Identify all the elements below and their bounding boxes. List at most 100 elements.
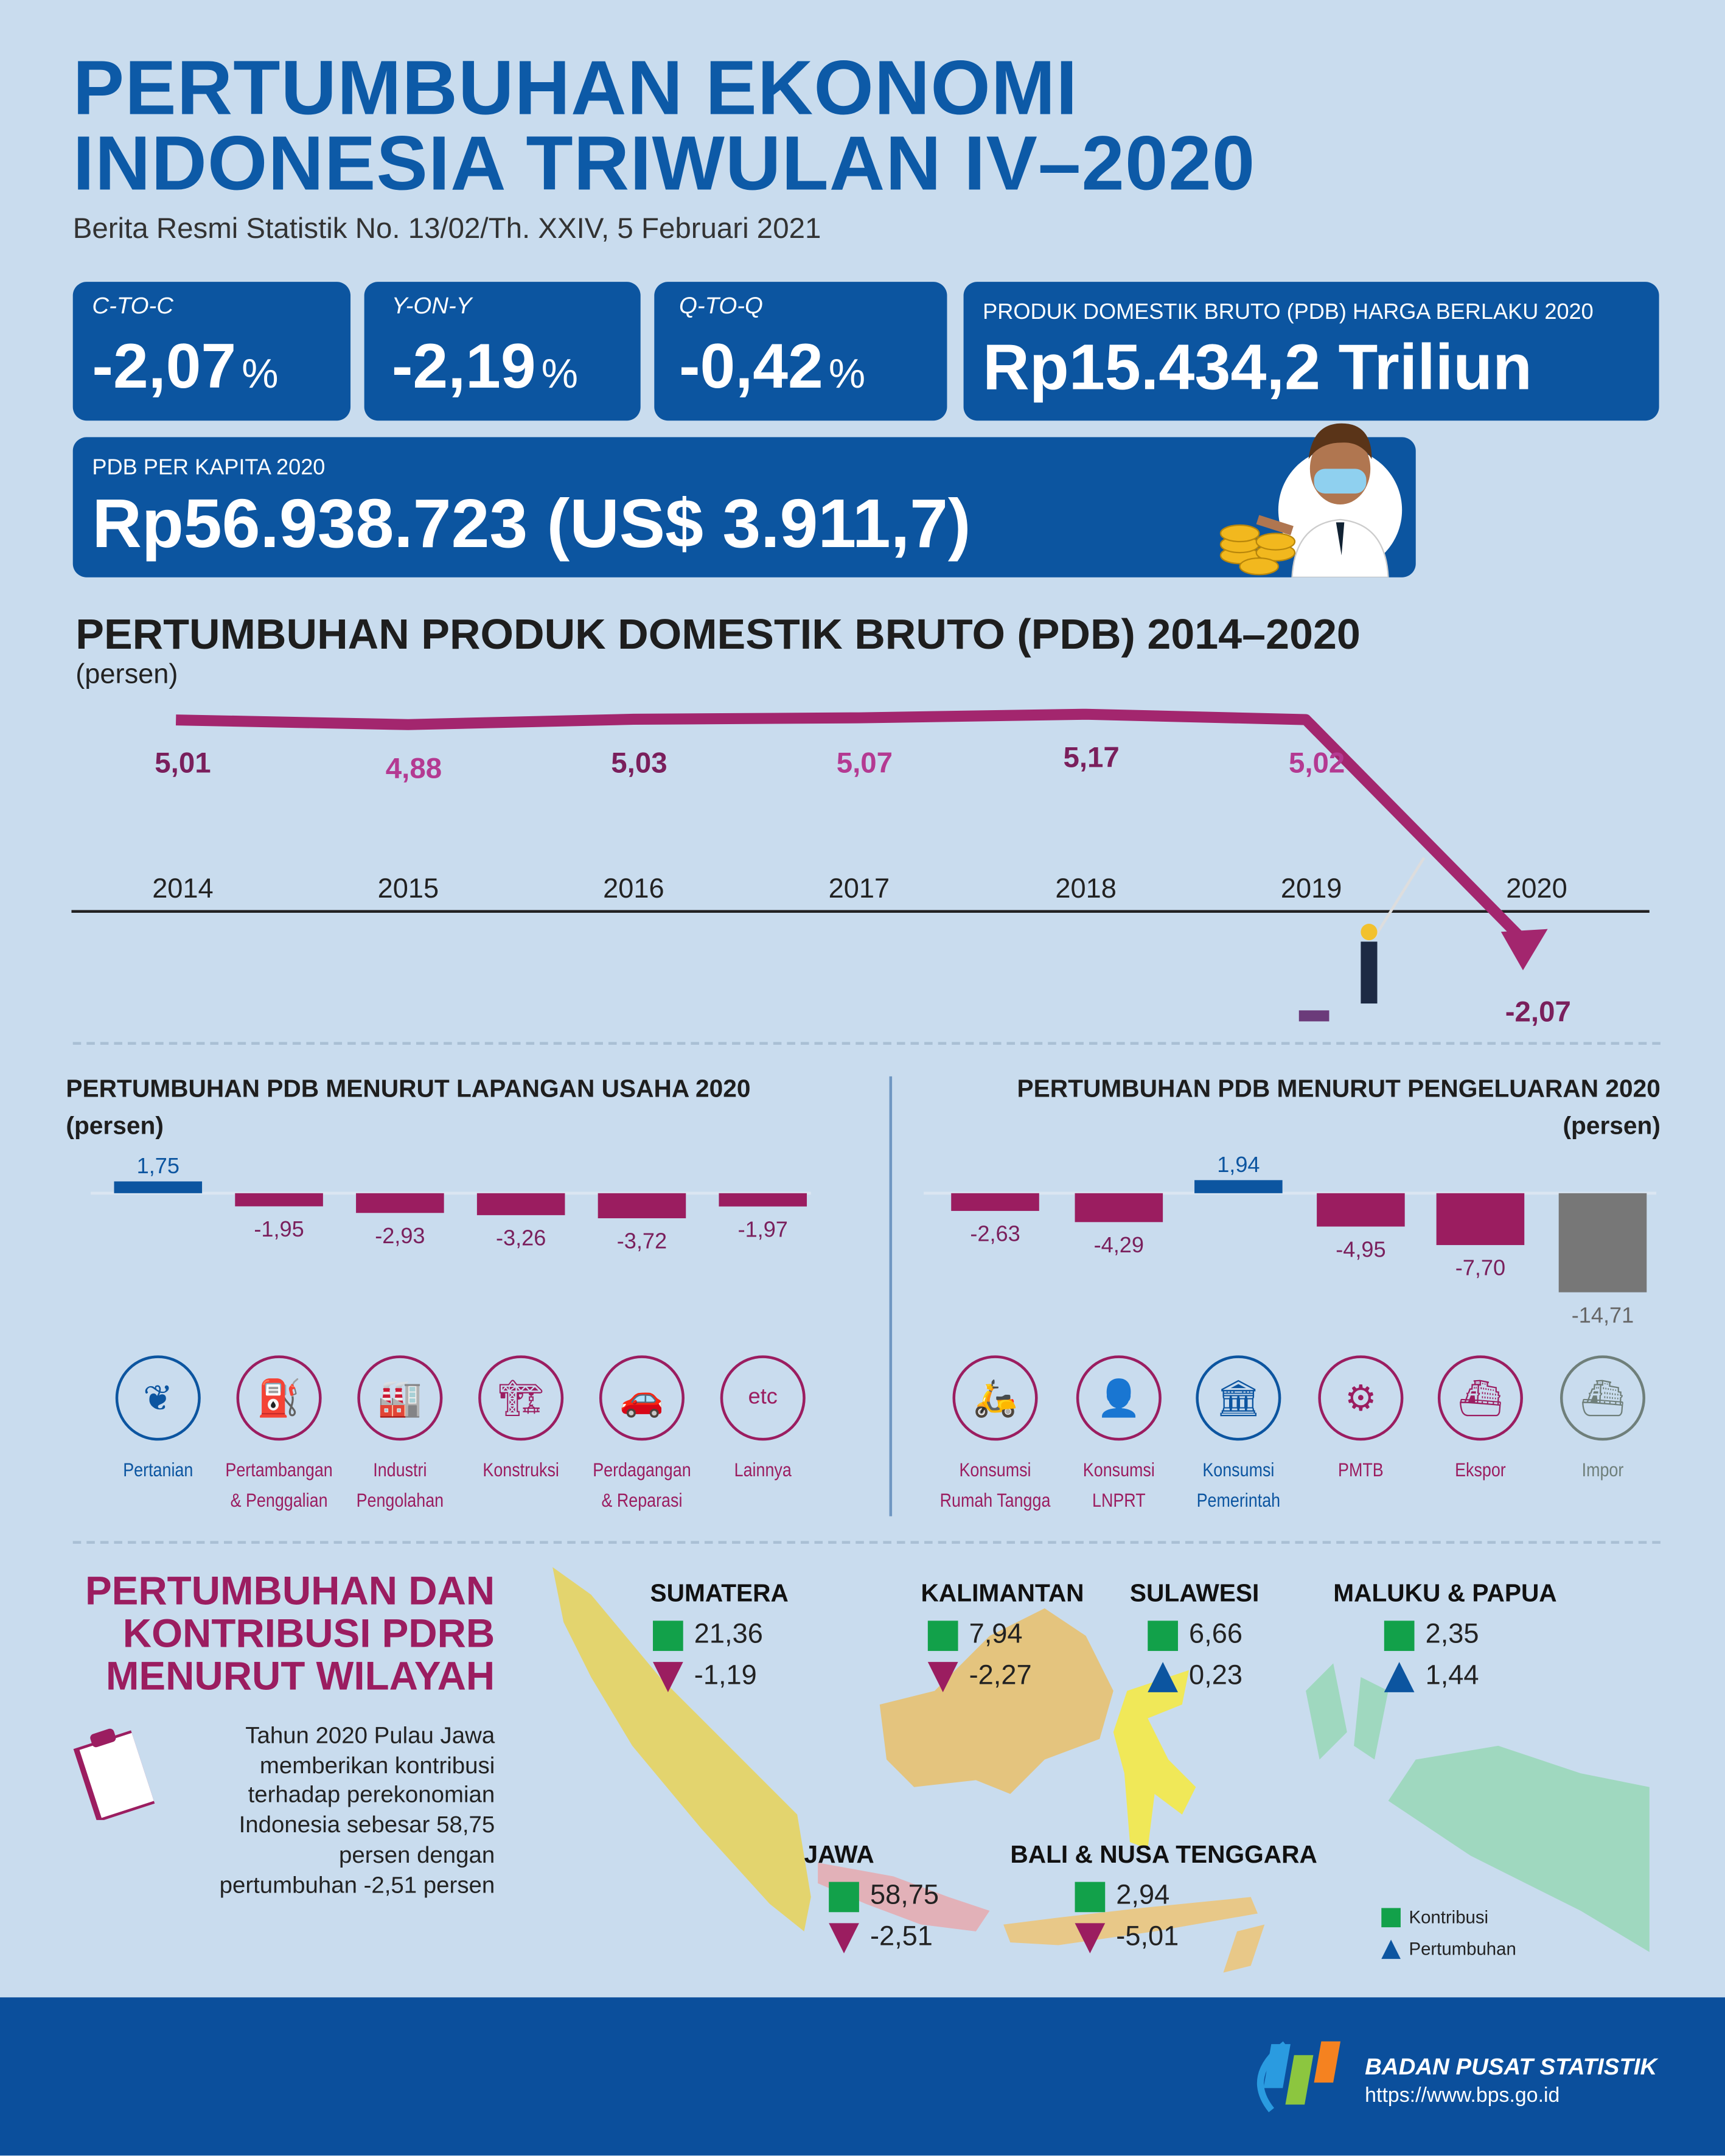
data-label: 5,07 bbox=[837, 747, 893, 780]
bar-pmtb bbox=[1317, 1193, 1405, 1227]
category-label: Pertanian bbox=[123, 1458, 193, 1481]
footer-url[interactable]: https://www.bps.go.id bbox=[1365, 2084, 1560, 2108]
import-ship-icon: ⛴ bbox=[1559, 1355, 1646, 1441]
etc-icon: etc bbox=[720, 1355, 806, 1441]
note-line: terhadap perekonomian bbox=[248, 1782, 495, 1809]
data-label: 5,01 bbox=[155, 747, 211, 780]
stat-number: -2,07 bbox=[92, 330, 237, 402]
kontribusi-value: 2,35 bbox=[1425, 1619, 1479, 1650]
bar-konsumsi-pemerintah bbox=[1194, 1180, 1283, 1193]
bar-industri-pengolahan bbox=[356, 1193, 444, 1213]
region-kontribusi: 2,94 bbox=[1075, 1880, 1170, 1912]
government-building-icon: 🏛 bbox=[1196, 1355, 1281, 1441]
category-label: Konstruksi bbox=[483, 1458, 559, 1481]
kontribusi-value: 58,75 bbox=[869, 1880, 939, 1911]
bar-ekspor bbox=[1436, 1193, 1525, 1246]
stat-label: C-TO-C bbox=[92, 293, 174, 319]
kontribusi-value: 6,66 bbox=[1189, 1619, 1242, 1650]
region-name: BALI & NUSA TENGGARA bbox=[1010, 1840, 1317, 1868]
per-kapita-box: PDB PER KAPITA 2020 Rp56.938.723 (US$ 3.… bbox=[72, 437, 1416, 577]
stat-value: -0,42% bbox=[679, 329, 865, 403]
stat-unit: % bbox=[541, 352, 579, 397]
category-label: Ekspor bbox=[1455, 1458, 1506, 1481]
green-square-icon bbox=[1384, 1620, 1415, 1650]
green-square-icon bbox=[653, 1620, 683, 1650]
legend-pertumbuhan: Pertumbuhan bbox=[1381, 1938, 1516, 1959]
bar-value-label: 1,94 bbox=[1217, 1152, 1260, 1177]
data-label: 5,03 bbox=[611, 747, 667, 780]
data-label: -2,07 bbox=[1505, 996, 1571, 1028]
year-tick-label: 2019 bbox=[1281, 873, 1342, 904]
blue-triangle-icon bbox=[1381, 1939, 1401, 1958]
stat-unit: % bbox=[828, 352, 866, 397]
pertumbuhan-value: -1,19 bbox=[694, 1660, 757, 1691]
region-pertumbuhan: -2,51 bbox=[829, 1922, 933, 1953]
category-label: Perdagangan bbox=[593, 1458, 691, 1481]
bar-value-label: -2,93 bbox=[375, 1223, 425, 1248]
triangle-down-icon bbox=[927, 1661, 958, 1692]
clipboard-icon bbox=[73, 1728, 155, 1820]
stat-q-to-q: Q-TO-Q -0,42% bbox=[654, 282, 947, 421]
bar-impor bbox=[1558, 1193, 1647, 1293]
bar-value-label: -3,26 bbox=[496, 1226, 546, 1251]
regional-title-2: KONTRIBUSI PDRB bbox=[122, 1612, 495, 1657]
map-sumatera bbox=[552, 1567, 811, 1931]
oil-pump-icon: ⛽ bbox=[236, 1355, 322, 1441]
stat-value: -2,19% bbox=[392, 329, 578, 403]
trade-car-icon: 🚗 bbox=[599, 1355, 685, 1441]
footer: BADAN PUSAT STATISTIK https://www.bps.go… bbox=[0, 1997, 1725, 2156]
bar-value-label: -14,71 bbox=[1572, 1302, 1634, 1327]
stat-number: -2,19 bbox=[391, 330, 536, 402]
region-kontribusi: 2,35 bbox=[1384, 1619, 1479, 1651]
pdb-box: PRODUK DOMESTIK BRUTO (PDB) HARGA BERLAK… bbox=[963, 282, 1659, 421]
note-line: Tahun 2020 Pulau Jawa bbox=[245, 1722, 495, 1749]
pertumbuhan-value: 0,23 bbox=[1189, 1660, 1242, 1691]
regional-title-1: PERTUMBUHAN DAN bbox=[85, 1569, 495, 1614]
category-label: Pemerintah bbox=[1196, 1488, 1281, 1511]
triangle-up-icon bbox=[1148, 1661, 1178, 1692]
category-label: PMTB bbox=[1338, 1458, 1384, 1481]
green-square-icon bbox=[829, 1881, 859, 1912]
factory-icon: 🏭 bbox=[357, 1355, 443, 1441]
green-square-icon bbox=[1075, 1881, 1106, 1912]
category-label: Rumah Tangga bbox=[939, 1488, 1051, 1511]
pertumbuhan-value: -2,51 bbox=[869, 1922, 933, 1952]
bar-value-label: -1,97 bbox=[738, 1216, 788, 1241]
region-pertumbuhan: -5,01 bbox=[1075, 1922, 1179, 1953]
note-line: Indonesia sebesar 58,75 bbox=[239, 1812, 495, 1838]
triangle-down-icon bbox=[653, 1661, 683, 1692]
category-label: Konsumsi bbox=[959, 1458, 1031, 1481]
year-tick-label: 2018 bbox=[1055, 873, 1117, 904]
per-kapita-label: PDB PER KAPITA 2020 bbox=[92, 456, 326, 480]
title-line-2: INDONESIA TRIWULAN IV–2020 bbox=[72, 119, 1256, 206]
bps-logo bbox=[1256, 2041, 1341, 2113]
kontribusi-value: 2,94 bbox=[1116, 1880, 1170, 1911]
region-pertumbuhan: -2,27 bbox=[927, 1661, 1032, 1692]
household-icon: 🛵 bbox=[952, 1355, 1038, 1441]
data-label: 5,17 bbox=[1063, 742, 1119, 774]
category-label: Pertambangan bbox=[225, 1458, 333, 1481]
note-line: memberikan kontribusi bbox=[259, 1752, 495, 1779]
pertumbuhan-value: 1,44 bbox=[1425, 1660, 1479, 1691]
worker-illustration bbox=[1298, 857, 1426, 1022]
map-bali-nt bbox=[1003, 1897, 1265, 1973]
triangle-down-icon bbox=[1075, 1922, 1106, 1953]
bar-pertambangan-penggalian bbox=[235, 1193, 323, 1207]
region-name: JAWA bbox=[804, 1840, 874, 1868]
region-kontribusi: 6,66 bbox=[1148, 1619, 1242, 1651]
stat-value: -2,07% bbox=[92, 329, 278, 403]
data-label: 5,02 bbox=[1289, 747, 1345, 780]
map-jawa bbox=[818, 1862, 990, 1931]
triangle-down-icon bbox=[829, 1922, 859, 1953]
bar-value-label: 1,75 bbox=[137, 1153, 179, 1178]
leaf-icon: ❦ bbox=[115, 1355, 201, 1441]
triangle-up-icon bbox=[1384, 1661, 1415, 1692]
pdb-label: PRODUK DOMESTIK BRUTO (PDB) HARGA BERLAK… bbox=[983, 301, 1594, 325]
bar-value-label: -4,95 bbox=[1336, 1237, 1385, 1261]
year-tick-label: 2016 bbox=[603, 873, 664, 904]
expenditure-chart-unit: (persen) bbox=[1563, 1112, 1661, 1140]
region-name: KALIMANTAN bbox=[921, 1579, 1084, 1607]
region-name: MALUKU & PAPUA bbox=[1333, 1579, 1557, 1607]
region-name: SUMATERA bbox=[650, 1579, 789, 1607]
category-label: Konsumsi bbox=[1082, 1458, 1155, 1481]
